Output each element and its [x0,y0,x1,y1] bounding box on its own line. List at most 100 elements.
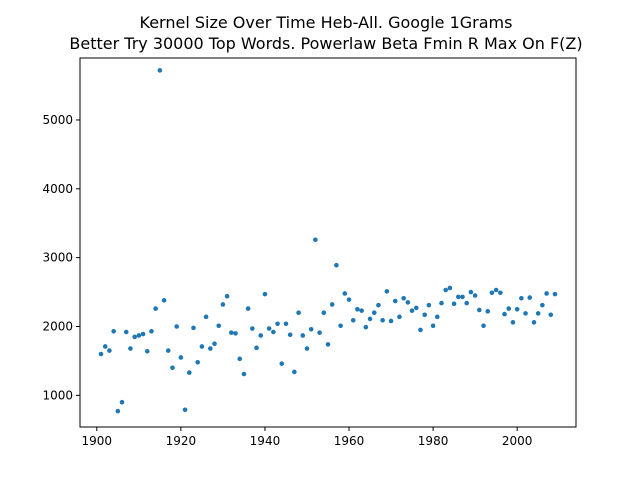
data-point [258,333,264,338]
data-point [153,306,158,311]
data-point [199,344,205,349]
data-point [165,348,171,353]
data-point [514,306,520,312]
data-point [371,310,377,316]
data-point [527,295,533,300]
x-tick-label: 2000 [502,434,533,448]
data-point [325,342,331,347]
data-point [439,300,444,306]
data-point [510,320,516,325]
data-point [329,302,335,307]
data-point [111,329,116,334]
data-point [498,290,503,296]
data-point [275,321,280,327]
data-point [132,334,137,340]
data-point [266,326,272,331]
data-point [342,291,348,296]
data-point [506,306,512,311]
data-point [388,318,394,324]
data-point [304,346,310,351]
data-point [430,323,436,329]
data-point [262,291,268,297]
data-point [123,329,129,335]
y-tick-label: 2000 [42,319,73,333]
data-point [464,300,470,306]
plot-area-frame [79,57,577,428]
data-point [380,317,385,323]
data-point [170,365,175,371]
data-point [392,298,398,304]
data-point [161,298,167,303]
data-point [548,312,554,318]
data-point [203,314,209,320]
y-axis: 1000 2000 3000 4000 5000 [42,113,80,402]
data-point [451,301,457,307]
data-point [376,302,381,308]
data-point [144,348,150,354]
x-axis: 1900 1920 1940 1960 1980 2000 [82,427,533,448]
data-point [346,297,352,302]
data-points [98,68,558,414]
data-point [98,351,104,357]
data-point [426,302,432,308]
data-point [208,346,213,351]
data-point [334,262,339,268]
data-point [384,289,390,294]
data-point [540,302,545,308]
data-point [102,344,108,349]
data-point [128,346,133,351]
data-point [115,408,121,414]
data-point [481,323,486,329]
data-point [308,326,314,332]
data-point [489,290,495,296]
data-point [523,311,528,316]
data-point [434,314,440,320]
data-point [296,310,301,316]
data-point [472,293,478,298]
data-point [544,291,549,296]
data-point [271,329,276,335]
data-point [119,399,125,405]
data-point [502,311,507,317]
data-point [313,237,318,243]
data-point [359,308,364,313]
data-point [182,407,188,413]
data-point [140,331,146,337]
y-tick-label: 3000 [42,251,73,265]
x-tick-label: 1940 [250,434,281,448]
data-point [535,311,541,316]
data-point [321,310,327,316]
data-point [397,314,402,320]
data-point [447,285,453,291]
data-point [355,306,360,312]
data-point [174,324,179,329]
data-point [422,312,427,318]
data-point [418,327,423,333]
x-tick-label: 1920 [166,434,197,448]
chart-title-line-2: Better Try 30000 Top Words. Powerlaw Bet… [69,34,582,53]
chart-title-line-1: Kernel Size Over Time Heb-All. Google 1G… [140,13,513,32]
x-tick-label: 1980 [418,434,449,448]
data-point [224,293,230,299]
y-tick-label: 5000 [42,113,73,127]
data-point [237,356,243,362]
data-point [186,370,192,375]
data-point [367,316,373,322]
data-point [216,323,222,329]
data-point [460,294,465,300]
data-point [409,308,415,313]
data-point [456,294,461,300]
data-point [443,287,448,293]
x-tick-label: 1960 [334,434,365,448]
data-point [136,333,142,338]
data-point [149,329,154,334]
data-point [212,341,217,347]
data-point [363,324,369,330]
data-point [292,369,297,375]
data-point [245,306,251,311]
data-point [338,323,343,329]
y-tick-label: 4000 [42,182,73,196]
data-point [405,300,411,305]
data-point [401,295,406,301]
data-point [279,361,285,366]
